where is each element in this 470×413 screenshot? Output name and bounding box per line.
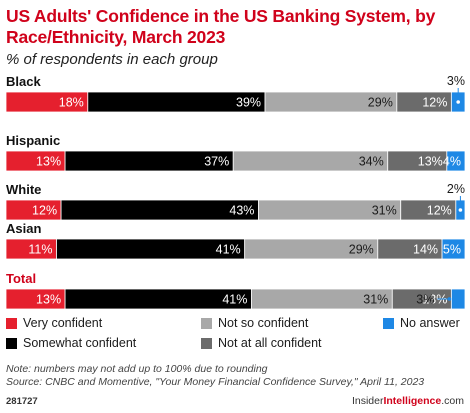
category-label-black: Black — [6, 74, 41, 89]
data-label: 12% — [32, 204, 57, 218]
legend-item-somewhat-confident: Somewhat confident — [6, 336, 136, 350]
legend-label: Very confident — [23, 316, 103, 330]
chart-title: US Adults' Confidence in the US Banking … — [6, 6, 436, 47]
source-text: Source: CNBC and Momentive, "Your Money … — [6, 376, 425, 388]
data-label: 31% — [372, 204, 397, 218]
note-text: Note: numbers may not add up to 100% due… — [6, 363, 268, 375]
data-label: 12% — [422, 96, 447, 110]
legend-swatch — [6, 337, 17, 349]
chart-id: 281727 — [6, 396, 38, 407]
legend-label: Not so confident — [218, 316, 309, 330]
category-label-white: White — [6, 182, 41, 197]
legend-swatch — [383, 317, 394, 329]
legend-label: Not at all confident — [218, 336, 322, 350]
legend-swatch — [201, 337, 212, 349]
data-label: 29% — [349, 243, 374, 257]
data-label: 34% — [359, 155, 384, 169]
legend-item-not-at-all-confident: Not at all confident — [201, 336, 322, 350]
data-label: 39% — [236, 96, 261, 110]
data-label: 41% — [222, 293, 247, 307]
data-label: 41% — [216, 243, 241, 257]
brand-part-3: .com — [441, 395, 464, 407]
data-label: 13% — [36, 155, 61, 169]
data-label: 18% — [59, 96, 84, 110]
legend-item-very-confident: Very confident — [6, 316, 102, 330]
chart-notes: Note: numbers may not add up to 100% due… — [6, 363, 424, 389]
data-label: 12% — [427, 204, 452, 218]
bar-segment-no-answer — [441, 238, 466, 260]
data-label: 13% — [422, 293, 447, 307]
bar-segment-no-answer — [446, 150, 466, 172]
data-label: 11% — [28, 243, 52, 257]
data-label: 31% — [363, 293, 388, 307]
legend-label: Somewhat confident — [23, 336, 137, 350]
bar-segment-no-answer — [450, 288, 466, 310]
data-label: 13% — [36, 293, 61, 307]
chart-legend: Very confident Not so confident No answe… — [0, 316, 470, 356]
data-label: 29% — [368, 96, 393, 110]
chart-subtitle: % of respondents in each group — [6, 51, 218, 68]
brand-logo[interactable]: InsiderIntelligence.com — [352, 395, 464, 407]
data-label: 2% — [447, 182, 465, 196]
legend-label: No answer — [400, 316, 460, 330]
brand-part-1: Insider — [351, 395, 384, 407]
data-label: 3% — [416, 293, 434, 307]
leader-dot — [456, 100, 460, 104]
legend-swatch — [6, 317, 17, 329]
data-label: 43% — [229, 204, 254, 218]
brand-part-2: Intelligence — [383, 395, 442, 407]
legend-item-no-answer: No answer — [383, 316, 460, 330]
data-label: 13% — [418, 155, 443, 169]
data-label: 3% — [447, 74, 465, 88]
data-label: 37% — [204, 155, 229, 169]
category-label-hispanic: Hispanic — [6, 133, 60, 148]
data-label: 14% — [413, 243, 438, 257]
leader-dot — [458, 208, 463, 212]
data-label: 5% — [443, 243, 461, 257]
leader-dot — [447, 297, 452, 301]
legend-item-not-so-confident: Not so confident — [201, 316, 308, 330]
legend-swatch — [201, 317, 212, 329]
category-label-asian: Asian — [6, 221, 41, 236]
data-label: 4% — [443, 155, 461, 169]
category-label-total: Total — [6, 271, 36, 286]
